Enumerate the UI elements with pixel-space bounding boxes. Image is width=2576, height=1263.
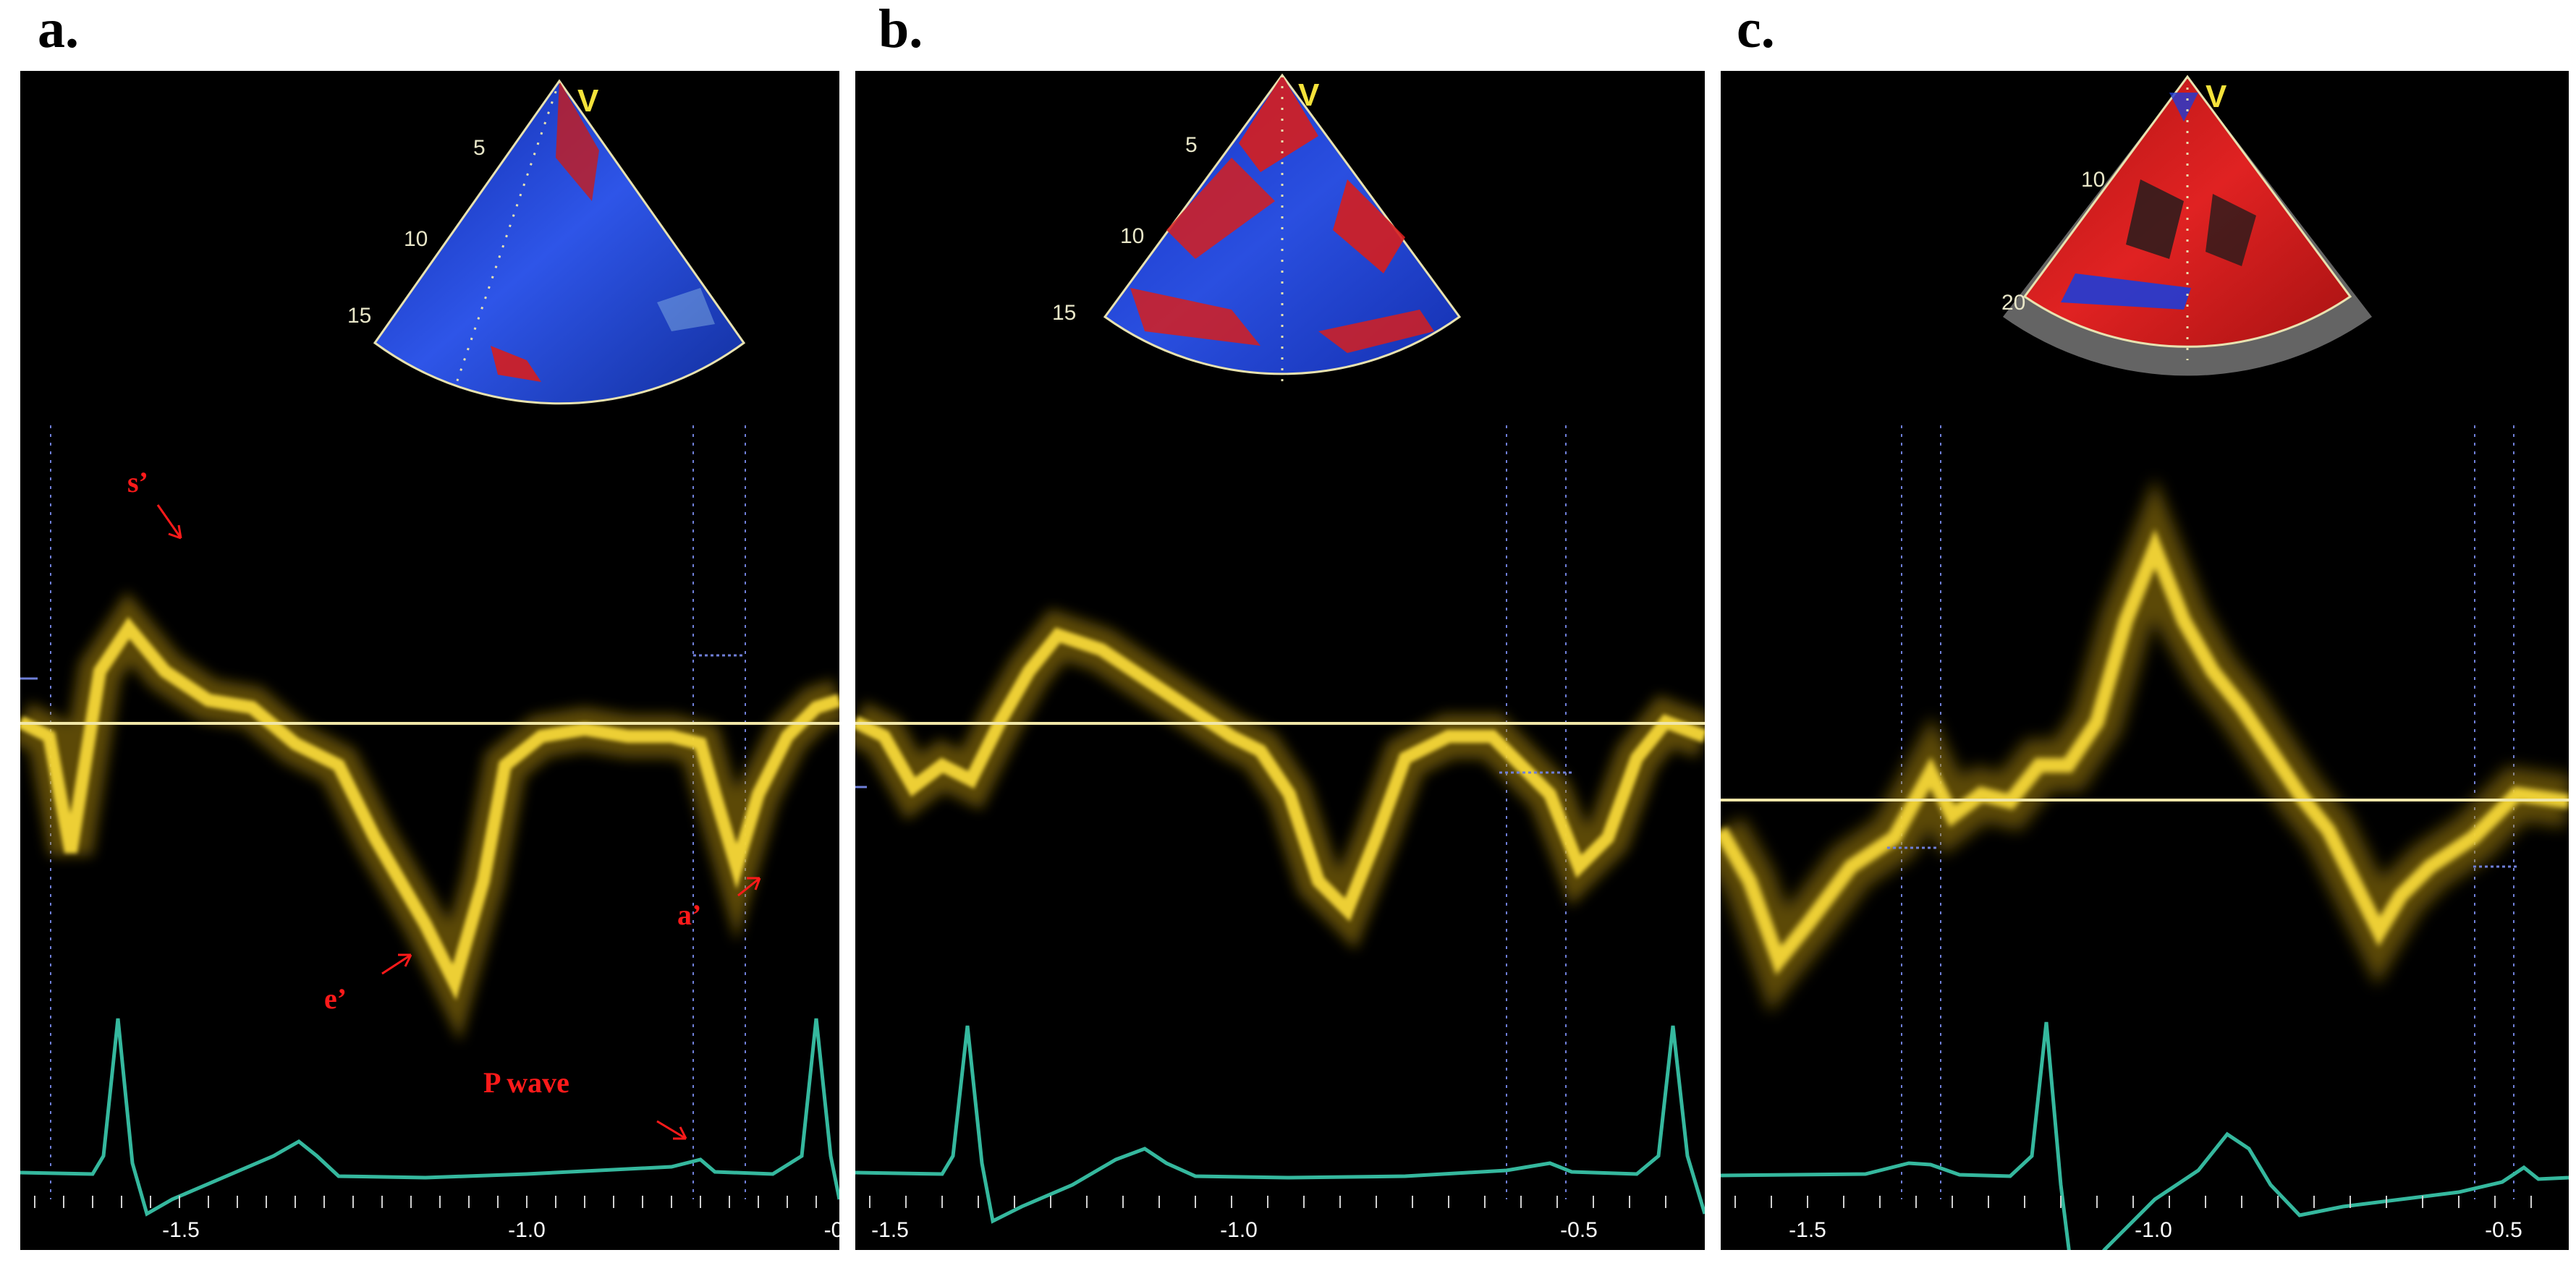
arrow-icon bbox=[381, 953, 412, 975]
time-axis-ticks bbox=[1734, 1196, 2532, 1208]
cycle-markers bbox=[1901, 425, 2514, 1199]
annotation-a-prime: a’ bbox=[677, 898, 701, 931]
color-doppler-sector bbox=[373, 79, 746, 405]
panel-label-a: a. bbox=[38, 0, 79, 59]
time-tick-label: -0 bbox=[824, 1218, 839, 1242]
depth-mark: 5 bbox=[473, 136, 486, 160]
measure-markers bbox=[1887, 846, 2517, 868]
panel-a-graphic: V 5 10 15 -1.5 -1.0 -0 s’ e’ bbox=[20, 79, 839, 1242]
time-tick-label: -1.0 bbox=[1220, 1218, 1258, 1242]
ecg-trace bbox=[20, 1018, 839, 1217]
arrow-icon bbox=[737, 877, 761, 897]
cycle-markers bbox=[1506, 425, 1567, 1199]
time-axis-ticks bbox=[869, 1196, 1666, 1208]
time-axis-ticks bbox=[34, 1196, 817, 1208]
time-tick-label: -1.5 bbox=[162, 1218, 200, 1242]
sector-v-label: V bbox=[1298, 77, 1320, 113]
annotation-p-wave: P wave bbox=[483, 1066, 569, 1099]
time-tick-label: -1.0 bbox=[508, 1218, 546, 1242]
panel-a: V 5 10 15 -1.5 -1.0 -0 s’ e’ bbox=[20, 71, 839, 1250]
color-doppler-sector bbox=[1103, 73, 1462, 382]
time-tick-label: -1.5 bbox=[1789, 1218, 1826, 1242]
depth-mark: 15 bbox=[1052, 301, 1076, 325]
panel-label-b: b. bbox=[878, 0, 923, 59]
time-tick-label: -1.0 bbox=[2135, 1218, 2172, 1242]
arrow-icon bbox=[156, 504, 182, 540]
time-tick-label: -0.5 bbox=[1560, 1218, 1598, 1242]
time-tick-label: -1.5 bbox=[871, 1218, 909, 1242]
measure-markers bbox=[855, 771, 1572, 788]
depth-mark: 20 bbox=[2001, 291, 2025, 315]
panel-c-graphic: V 10 20 -1.5 -1.0 -0.5 bbox=[1721, 75, 2569, 1250]
tissue-doppler-trace bbox=[855, 627, 1705, 922]
ecg-trace bbox=[855, 1025, 1705, 1224]
tissue-doppler-trace-glow bbox=[1721, 478, 2569, 1013]
panel-label-c: c. bbox=[1737, 0, 1775, 59]
time-tick-label: -0.5 bbox=[2485, 1218, 2522, 1242]
ecg-trace bbox=[1721, 1021, 2569, 1250]
annotations: s’ e’ a’ P wave bbox=[127, 466, 761, 1140]
annotation-e-prime: e’ bbox=[324, 982, 347, 1015]
tissue-doppler-trace bbox=[1721, 529, 2569, 976]
depth-mark: 5 bbox=[1185, 133, 1198, 157]
color-doppler-sector bbox=[2003, 75, 2372, 376]
panel-c: V 10 20 -1.5 -1.0 -0.5 bbox=[1721, 71, 2569, 1250]
tissue-doppler-trace bbox=[20, 616, 839, 1000]
annotation-s-prime: s’ bbox=[127, 466, 148, 498]
depth-mark: 10 bbox=[1120, 224, 1144, 248]
depth-mark: 10 bbox=[2081, 168, 2105, 192]
arrow-icon bbox=[656, 1120, 687, 1140]
panel-b-graphic: V 5 10 15 -1.5 -1.0 -0.5 bbox=[855, 73, 1705, 1242]
measure-markers bbox=[20, 654, 744, 680]
cycle-markers bbox=[50, 425, 746, 1199]
depth-mark: 15 bbox=[347, 304, 371, 328]
sector-v-label: V bbox=[577, 83, 599, 119]
depth-mark: 10 bbox=[404, 227, 428, 251]
sector-v-label: V bbox=[2206, 79, 2227, 114]
panel-b: V 5 10 15 -1.5 -1.0 -0.5 bbox=[855, 71, 1705, 1250]
